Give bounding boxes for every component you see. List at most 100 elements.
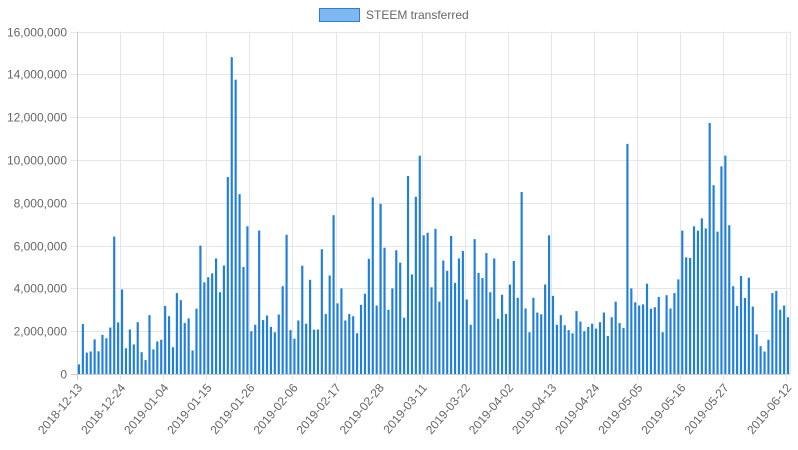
bar[interactable] <box>301 265 304 374</box>
bar[interactable] <box>250 331 253 374</box>
bar[interactable] <box>183 323 186 374</box>
bar[interactable] <box>551 295 555 374</box>
bar[interactable] <box>289 330 292 374</box>
bar[interactable] <box>179 300 182 374</box>
bar[interactable] <box>563 325 566 374</box>
bar[interactable] <box>434 228 437 374</box>
bar[interactable] <box>207 277 210 374</box>
bar[interactable] <box>649 308 652 374</box>
bar[interactable] <box>305 323 308 374</box>
bar[interactable] <box>226 177 229 374</box>
bar[interactable] <box>359 304 363 374</box>
bar[interactable] <box>363 293 367 374</box>
bar[interactable] <box>344 320 347 374</box>
bar[interactable] <box>152 349 155 374</box>
bar[interactable] <box>101 334 104 374</box>
bar[interactable] <box>610 317 613 374</box>
bar[interactable] <box>532 297 535 374</box>
bar[interactable] <box>160 339 163 374</box>
bar[interactable] <box>591 323 594 374</box>
bar[interactable] <box>93 339 96 374</box>
bar[interactable] <box>426 232 429 374</box>
bar[interactable] <box>312 329 316 374</box>
bar[interactable] <box>222 265 225 374</box>
bar[interactable] <box>336 303 339 374</box>
bar[interactable] <box>89 351 92 374</box>
bar[interactable] <box>692 226 696 374</box>
bar[interactable] <box>367 258 370 374</box>
bar[interactable] <box>504 314 508 374</box>
legend-swatch[interactable] <box>319 8 360 22</box>
bar[interactable] <box>77 364 81 374</box>
bar[interactable] <box>485 253 488 374</box>
bar[interactable] <box>638 305 641 375</box>
bar[interactable] <box>696 230 700 374</box>
bar[interactable] <box>547 235 551 374</box>
bar[interactable] <box>653 307 656 374</box>
bar[interactable] <box>262 320 265 374</box>
bar[interactable] <box>120 289 124 374</box>
bar[interactable] <box>575 311 578 374</box>
bar[interactable] <box>258 230 261 374</box>
bar[interactable] <box>579 321 582 374</box>
bar[interactable] <box>195 308 198 374</box>
bar[interactable] <box>712 185 715 374</box>
bar[interactable] <box>587 326 590 374</box>
bar[interactable] <box>442 260 445 374</box>
bar[interactable] <box>516 297 519 374</box>
bar[interactable] <box>446 270 449 374</box>
bar[interactable] <box>391 288 394 375</box>
bar[interactable] <box>747 277 750 374</box>
bar[interactable] <box>316 329 319 374</box>
bar[interactable] <box>383 247 386 374</box>
legend-label[interactable]: STEEM transferred <box>366 8 469 22</box>
bar[interactable] <box>156 341 159 374</box>
bar[interactable] <box>736 305 739 374</box>
bar[interactable] <box>285 234 288 374</box>
bar[interactable] <box>700 218 703 374</box>
bar[interactable] <box>105 338 108 374</box>
bar[interactable] <box>128 329 131 374</box>
bar[interactable] <box>673 293 676 374</box>
bar[interactable] <box>387 309 390 374</box>
bar[interactable] <box>493 258 496 374</box>
legend[interactable]: STEEM transferred <box>319 8 469 22</box>
bar[interactable] <box>571 333 574 374</box>
bar[interactable] <box>238 194 241 374</box>
bar[interactable] <box>297 320 300 374</box>
bar[interactable] <box>230 57 233 374</box>
bar[interactable] <box>720 166 723 374</box>
bar[interactable] <box>332 215 335 374</box>
bar[interactable] <box>669 308 672 375</box>
bar[interactable] <box>602 312 605 374</box>
bar[interactable] <box>97 351 100 374</box>
bar[interactable] <box>375 305 378 375</box>
bar[interactable] <box>477 272 480 374</box>
bar[interactable] <box>618 323 621 374</box>
bar[interactable] <box>113 236 116 374</box>
bar[interactable] <box>167 316 171 374</box>
bar[interactable] <box>453 282 457 374</box>
bar[interactable] <box>211 273 214 374</box>
bar[interactable] <box>771 293 774 374</box>
bar[interactable] <box>430 287 433 374</box>
bar[interactable] <box>254 324 257 374</box>
bar[interactable] <box>645 283 649 374</box>
bar[interactable] <box>187 318 190 374</box>
bar[interactable] <box>759 346 762 374</box>
bar[interactable] <box>473 239 476 374</box>
bar[interactable] <box>399 262 402 374</box>
bar[interactable] <box>418 155 421 374</box>
bar[interactable] <box>661 332 664 374</box>
bar[interactable] <box>414 196 417 374</box>
bar[interactable] <box>704 228 707 374</box>
bar[interactable] <box>728 225 731 374</box>
bar[interactable] <box>234 79 237 374</box>
bar[interactable] <box>148 315 151 374</box>
bar[interactable] <box>732 286 735 374</box>
bar[interactable] <box>567 330 570 374</box>
bar[interactable] <box>277 314 280 374</box>
bar[interactable] <box>269 326 272 374</box>
bar[interactable] <box>457 258 461 374</box>
bar[interactable] <box>724 155 727 374</box>
